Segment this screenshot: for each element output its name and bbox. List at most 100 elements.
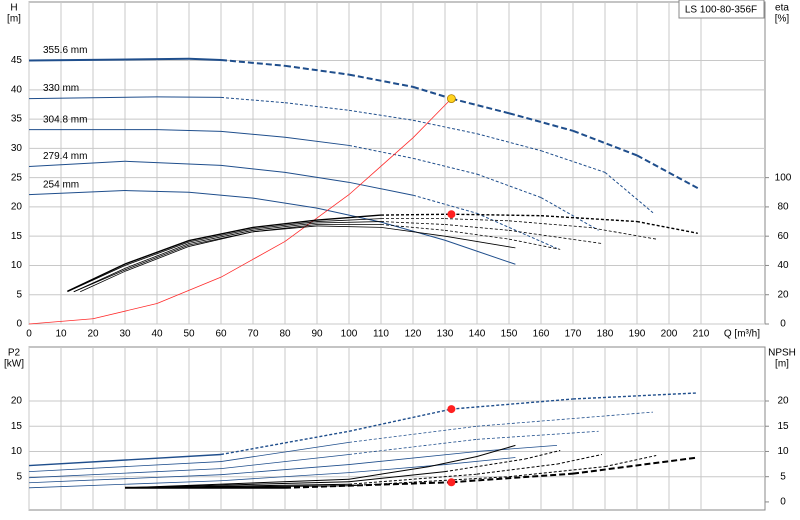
curve-segment	[220, 130, 286, 138]
curve-segment	[476, 444, 516, 457]
curve-segment	[604, 455, 657, 468]
y-tick-label: 40	[11, 84, 23, 95]
y2-tick-label: 10	[777, 446, 789, 457]
curve-segment	[588, 227, 657, 240]
curve-label: 304.8 mm	[43, 114, 87, 125]
curve-segment	[220, 164, 286, 173]
curve-segment	[508, 238, 561, 250]
y-tick-label: 10	[11, 260, 23, 271]
x-tick-label: 40	[151, 329, 163, 340]
x-tick-label: 180	[597, 329, 614, 340]
curve-segment	[67, 265, 126, 293]
y2-tick-label: 20	[777, 289, 789, 300]
curve-segment	[316, 218, 382, 222]
curve-segment	[476, 212, 558, 249]
curve-segment	[28, 96, 158, 100]
curve-segment	[348, 408, 452, 432]
curve-label: 330 mm	[43, 83, 79, 94]
curve-segment	[156, 129, 222, 132]
y2-tick-label: 5	[780, 471, 786, 482]
curve-segment	[252, 197, 318, 209]
curve-segment	[28, 160, 126, 168]
curve-segment	[284, 64, 350, 76]
x-tick-label: 50	[183, 329, 195, 340]
curve-segment	[220, 441, 350, 462]
x-axis-label: Q [m³/h]	[724, 329, 760, 340]
curve-segment	[412, 98, 452, 139]
curve-segment	[28, 468, 222, 479]
x-tick-label: 170	[565, 329, 582, 340]
y2-axis-label: eta	[775, 3, 789, 14]
curve-segment	[476, 133, 542, 152]
curve-segment	[220, 96, 286, 104]
curve-segment	[540, 150, 606, 173]
curve-segment	[444, 458, 526, 473]
operating-point	[447, 478, 456, 487]
curve-segment	[67, 263, 126, 292]
curve-segment	[124, 246, 190, 272]
y2-tick-label: 60	[777, 231, 789, 242]
x-tick-label: 160	[533, 329, 550, 340]
curve-label: 279.4 mm	[43, 151, 87, 162]
y-tick-label: 20	[11, 396, 23, 407]
curve-segment	[572, 456, 698, 475]
plot-area	[28, 346, 766, 511]
curve-segment	[476, 430, 599, 440]
y-axis-unit: [m]	[7, 14, 21, 25]
curve-segment	[348, 438, 478, 455]
curve-segment	[348, 73, 414, 88]
curve-segment	[636, 220, 698, 234]
curve-segment	[252, 219, 318, 229]
curve-segment	[380, 221, 446, 225]
curve-segment	[508, 112, 574, 132]
curve-segment	[348, 144, 414, 159]
curve-segment	[284, 136, 350, 146]
curve-segment	[220, 430, 350, 456]
curve-segment	[524, 449, 561, 460]
curve-segment	[444, 239, 516, 265]
y2-tick-label: 40	[777, 260, 789, 271]
curve-segment	[412, 85, 452, 100]
curve-segment	[73, 269, 126, 293]
curve-segment	[188, 226, 254, 242]
curve-segment	[28, 461, 222, 473]
x-tick-label: 200	[661, 329, 678, 340]
curve-segment	[188, 191, 254, 199]
curve-segment	[476, 173, 542, 199]
curve-segment	[444, 229, 510, 240]
curve-segment	[284, 481, 452, 489]
curve-segment	[220, 241, 286, 278]
plot-area	[28, 1, 766, 325]
curve-segment	[252, 221, 318, 230]
y-tick-label: 5	[16, 289, 22, 300]
curve-segment	[348, 464, 446, 474]
curve-segment	[28, 318, 94, 325]
curve-segment	[508, 466, 606, 478]
curve-segment	[124, 244, 190, 271]
x-tick-label: 130	[437, 329, 454, 340]
curve-segment	[348, 425, 478, 443]
y-tick-label: 15	[11, 421, 23, 432]
operating-point	[447, 210, 456, 219]
curve-segment	[252, 225, 318, 233]
curve-segment	[444, 457, 516, 465]
curve-segment	[451, 398, 574, 410]
y-axis-unit: [kW]	[4, 359, 24, 370]
x-tick-label: 110	[373, 329, 389, 340]
y2-tick-label: 15	[777, 421, 789, 432]
curve-segment	[412, 157, 478, 175]
curve-segment	[380, 213, 452, 216]
x-tick-label: 30	[119, 329, 131, 340]
x-tick-label: 210	[693, 329, 710, 340]
y-tick-label: 5	[16, 471, 22, 482]
curve-segment	[636, 154, 699, 190]
y-tick-label: 10	[11, 446, 23, 457]
curve-segment	[284, 171, 350, 183]
curve-segment	[28, 480, 222, 489]
curve-segment	[80, 270, 126, 293]
y-tick-label: 15	[11, 231, 23, 242]
curve-segment	[316, 221, 382, 224]
curve-segment	[476, 463, 558, 475]
curve-segment	[156, 276, 222, 304]
curve-segment	[476, 411, 654, 427]
